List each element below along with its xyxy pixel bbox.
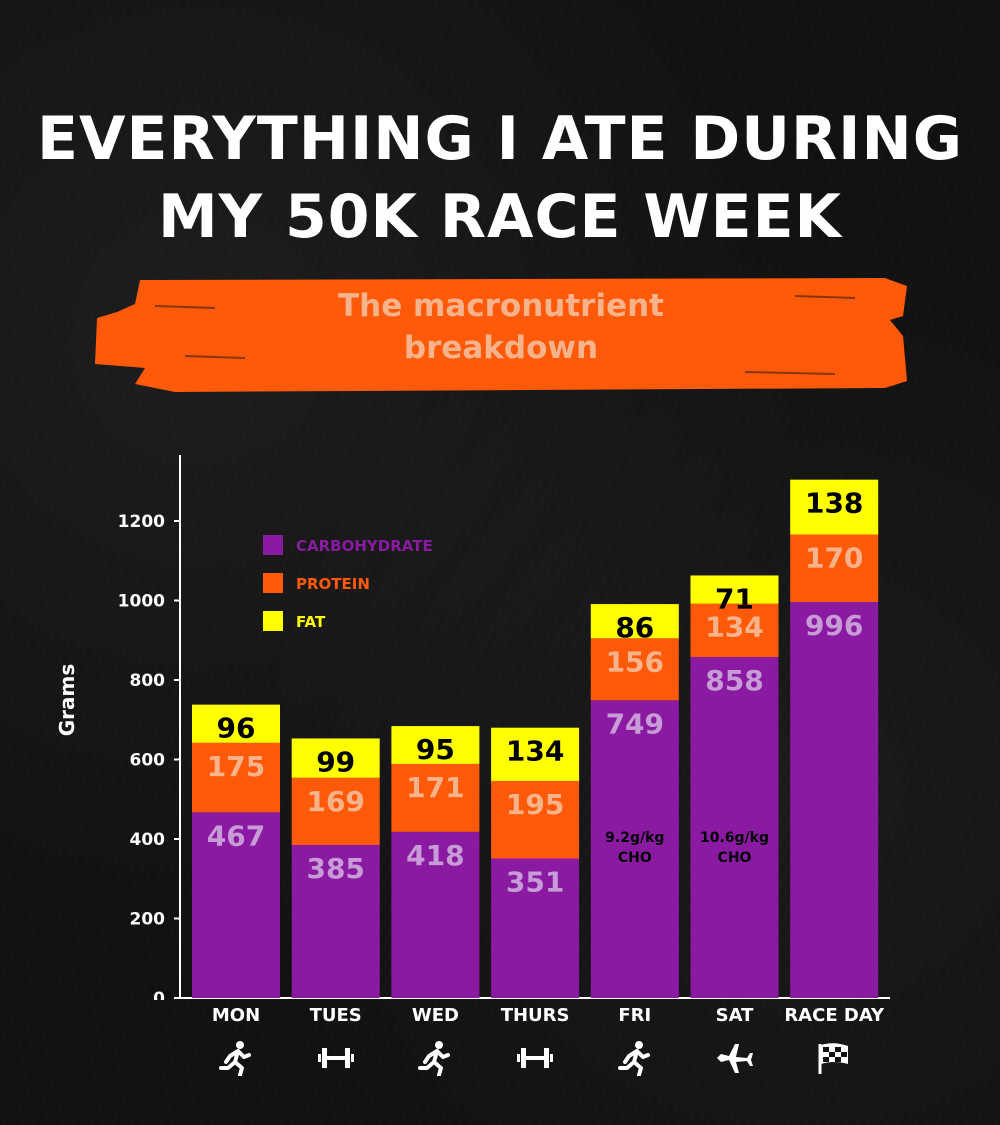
data-label: 996: [805, 609, 863, 642]
data-label: 467: [207, 819, 265, 852]
data-label: 858: [705, 664, 763, 697]
x-tick-label: WED: [411, 1005, 459, 1026]
subtitle-line-1: The macronutrient: [338, 288, 664, 324]
title-line-2: MY 50K RACE WEEK: [157, 182, 843, 252]
data-label: 169: [306, 785, 364, 818]
x-tick-label: FRI: [618, 1005, 652, 1026]
data-label: 749: [606, 707, 664, 740]
data-label: 96: [217, 712, 256, 745]
bar-segment: [491, 780, 580, 859]
subtitle-line-2: breakdown: [403, 330, 599, 366]
legend-label: CARBOHYDRATE: [296, 537, 433, 555]
x-tick-label: MON: [211, 1005, 261, 1026]
legend-label: FAT: [296, 613, 326, 631]
data-label: 134: [705, 611, 763, 644]
bar-segment: [790, 602, 879, 998]
airplane-icon: [715, 1040, 755, 1076]
bar-segment: [590, 700, 679, 998]
y-tick-label: 0: [153, 989, 165, 1000]
runner-icon: [615, 1040, 655, 1077]
dumbbell-icon: [316, 1040, 356, 1076]
bar-segment: [790, 534, 879, 603]
data-label: 195: [506, 788, 564, 821]
y-tick-label: 1000: [118, 592, 165, 612]
bar-segment: [690, 575, 779, 604]
bar-segment: [192, 812, 280, 998]
legend-swatch: [263, 535, 283, 555]
data-label: 351: [506, 865, 564, 898]
stacked-bar-chart: 0 200 400 600 800 1000 1200 Grams CARBOHYDRATE PR…: [55, 455, 890, 1000]
bar-segment: [690, 656, 779, 998]
data-label: 175: [207, 750, 265, 783]
data-label: 138: [805, 487, 863, 520]
y-tick-label: 200: [130, 910, 166, 930]
subtitle: The macronutrient breakdown: [95, 285, 907, 369]
data-label: 171: [406, 771, 464, 804]
bar-segment: [690, 603, 779, 657]
legend-swatch: [263, 611, 283, 631]
bar-segment: [192, 704, 280, 743]
legend-label: PROTEIN: [296, 575, 370, 593]
y-tick-label: 1200: [118, 512, 165, 532]
data-label: 418: [406, 839, 464, 872]
data-label: 134: [506, 735, 564, 768]
legend-swatch: [263, 573, 283, 593]
y-tick-label: 800: [130, 671, 166, 691]
title-line-1: EVERYTHING I ATE DURING: [37, 104, 963, 174]
data-label: 95: [416, 733, 455, 766]
bar-segment: [291, 777, 380, 845]
bar-segment: [291, 844, 380, 998]
x-tick-label: SAT: [715, 1005, 754, 1026]
annotation-label: 9.2g/kg: [605, 830, 664, 846]
y-tick-label: 600: [130, 751, 166, 771]
data-label: 86: [615, 611, 654, 644]
bar-segment: [491, 858, 580, 998]
y-axis-label: Grams: [55, 664, 79, 737]
data-label: 99: [316, 745, 355, 778]
bar-segment: [790, 479, 879, 535]
x-tick-label: TUES: [309, 1005, 362, 1026]
bar-segment: [590, 638, 679, 701]
bar-segment: [192, 742, 280, 813]
bar-segment: [491, 727, 580, 781]
bar-segment: [391, 763, 480, 832]
x-tick-label: THURS: [500, 1005, 570, 1026]
checkered-flag-icon: [814, 1040, 854, 1076]
bar-segment: [391, 726, 480, 764]
data-label: 385: [306, 852, 364, 885]
page-title: EVERYTHING I ATE DURING MY 50K RACE WEEK: [0, 100, 1000, 256]
annotation-label: CHO: [618, 850, 652, 866]
data-label: 156: [606, 645, 664, 678]
annotation-label: CHO: [718, 850, 752, 866]
bar-segment: [391, 831, 480, 998]
bar-segment: [590, 604, 679, 639]
brush-stroke-banner: [95, 278, 907, 392]
runner-icon: [216, 1040, 256, 1077]
annotation-label: 10.6g/kg: [700, 830, 769, 846]
x-tick-label: RACE DAY: [784, 1005, 885, 1026]
data-label: 71: [715, 582, 754, 615]
runner-icon: [415, 1040, 455, 1077]
data-label: 170: [805, 542, 863, 575]
y-tick-label: 400: [130, 830, 166, 850]
bar-segment: [291, 738, 380, 778]
dumbbell-icon: [515, 1040, 555, 1076]
